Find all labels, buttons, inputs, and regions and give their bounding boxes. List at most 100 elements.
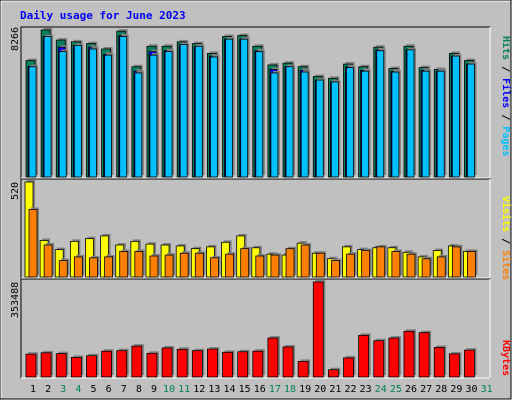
legend-kbytes-label: KBytes xyxy=(500,340,511,376)
bar-kbytes-day-25 xyxy=(388,337,400,378)
bar-pages-day-6 xyxy=(104,54,112,178)
bar-sites-day-28 xyxy=(436,256,446,278)
panel-hits-ymax-label: 8266 xyxy=(10,27,21,51)
bar-sites-day-12 xyxy=(194,252,204,278)
bar-sites-day-21 xyxy=(330,260,340,278)
bar-pages-day-1 xyxy=(28,66,37,178)
panel-visits-ymax-label: 520 xyxy=(10,182,21,200)
bar-pages-day-16 xyxy=(255,51,264,178)
day-label-2: 2 xyxy=(45,384,51,395)
bar-sites-day-10 xyxy=(164,254,174,278)
bar-sites-day-22 xyxy=(346,253,355,278)
bar-kbytes-day-30 xyxy=(464,349,475,378)
bar-pages-day-10 xyxy=(164,51,173,178)
bar-sites-day-7 xyxy=(119,251,129,278)
day-label-16: 16 xyxy=(254,384,266,395)
bar-pages-day-26 xyxy=(406,49,415,178)
bar-kbytes-day-29 xyxy=(448,353,460,378)
bar-sites-day-15 xyxy=(240,248,250,278)
bar-sites-day-6 xyxy=(104,256,113,278)
legend-visits-label: Visits xyxy=(500,196,512,232)
bar-sites-day-16 xyxy=(255,255,265,278)
bar-kbytes-day-6 xyxy=(101,350,112,378)
bar-pages-day-13 xyxy=(210,56,218,178)
day-label-22: 22 xyxy=(344,384,356,395)
legend-pages-label: Pages xyxy=(500,126,511,156)
bar-pages-day-21 xyxy=(330,81,339,178)
bar-pages-day-9 xyxy=(149,54,158,178)
day-label-26: 26 xyxy=(405,384,417,395)
legend-hits: Hits / Files / Pages xyxy=(500,36,512,156)
bar-kbytes-day-7 xyxy=(116,350,128,378)
bar-kbytes-day-27 xyxy=(418,332,430,378)
bar-pages-day-18 xyxy=(285,66,294,178)
bar-kbytes-day-11 xyxy=(176,348,188,378)
bar-sites-day-11 xyxy=(179,252,189,278)
bar-kbytes-day-21 xyxy=(327,369,339,378)
bar-kbytes-day-18 xyxy=(282,346,294,378)
bar-sites-day-27 xyxy=(421,258,431,278)
bar-kbytes-day-8 xyxy=(131,345,143,378)
bar-sites-day-30 xyxy=(467,251,476,278)
day-label-24: 24 xyxy=(375,384,387,395)
day-label-4: 4 xyxy=(75,384,81,395)
bar-pages-day-20 xyxy=(315,79,324,178)
panel-kbytes: 353488 KBytes xyxy=(10,278,511,379)
day-label-8: 8 xyxy=(136,384,142,395)
bar-sites-day-8 xyxy=(134,251,144,278)
bar-kbytes-day-26 xyxy=(403,330,415,378)
bar-kbytes-day-4 xyxy=(70,356,82,378)
bar-kbytes-day-22 xyxy=(343,357,354,378)
day-label-7: 7 xyxy=(121,384,127,395)
panel-visits: 520 Visits / Sites xyxy=(10,178,512,280)
day-label-3: 3 xyxy=(60,384,66,395)
bar-kbytes-day-10 xyxy=(161,347,173,378)
day-label-20: 20 xyxy=(314,384,326,395)
bar-pages-day-24 xyxy=(376,50,385,178)
day-label-1: 1 xyxy=(30,384,36,395)
legend-visits: Visits / Sites xyxy=(500,196,512,280)
day-label-30: 30 xyxy=(465,384,477,395)
day-label-25: 25 xyxy=(390,384,402,395)
bar-kbytes-day-13 xyxy=(207,348,218,378)
day-label-28: 28 xyxy=(435,384,447,395)
bar-kbytes-day-5 xyxy=(86,355,97,378)
bar-pages-day-27 xyxy=(421,70,430,178)
bars-hits xyxy=(25,28,477,178)
bar-sites-day-3 xyxy=(58,260,68,278)
bar-sites-day-5 xyxy=(89,257,98,278)
bar-sites-day-1 xyxy=(28,209,38,278)
bar-kbytes-day-2 xyxy=(40,352,52,378)
bar-pages-day-25 xyxy=(391,71,400,178)
day-label-15: 15 xyxy=(239,384,251,395)
bar-pages-day-3 xyxy=(58,51,67,178)
legend-visits-sep: / xyxy=(500,238,511,250)
bars-visits xyxy=(24,180,478,278)
bar-kbytes-day-23 xyxy=(358,334,370,378)
day-label-14: 14 xyxy=(224,384,236,395)
day-label-27: 27 xyxy=(420,384,432,395)
bar-pages-day-17 xyxy=(270,72,279,178)
bar-pages-day-23 xyxy=(361,70,370,178)
legend-files-label: Files xyxy=(500,78,512,108)
bar-pages-day-15 xyxy=(240,38,249,178)
day-label-10: 10 xyxy=(163,384,175,395)
bar-pages-day-29 xyxy=(451,55,460,178)
bar-pages-day-7 xyxy=(119,36,128,178)
bar-pages-day-12 xyxy=(194,45,203,178)
bar-kbytes-day-20 xyxy=(312,281,324,378)
bar-pages-day-14 xyxy=(225,38,233,178)
bar-sites-day-17 xyxy=(270,254,280,278)
bar-kbytes-day-28 xyxy=(433,347,445,378)
legend-hits-label: Hits xyxy=(500,36,512,60)
day-label-18: 18 xyxy=(284,384,296,395)
bar-kbytes-day-15 xyxy=(237,351,249,378)
bar-kbytes-day-17 xyxy=(267,337,279,378)
panel-kbytes-ymax-label: 353488 xyxy=(10,282,21,318)
day-label-6: 6 xyxy=(106,384,112,395)
day-label-31: 31 xyxy=(481,384,493,395)
day-label-29: 29 xyxy=(450,384,462,395)
day-label-13: 13 xyxy=(208,384,220,395)
bar-sites-day-14 xyxy=(225,253,234,278)
